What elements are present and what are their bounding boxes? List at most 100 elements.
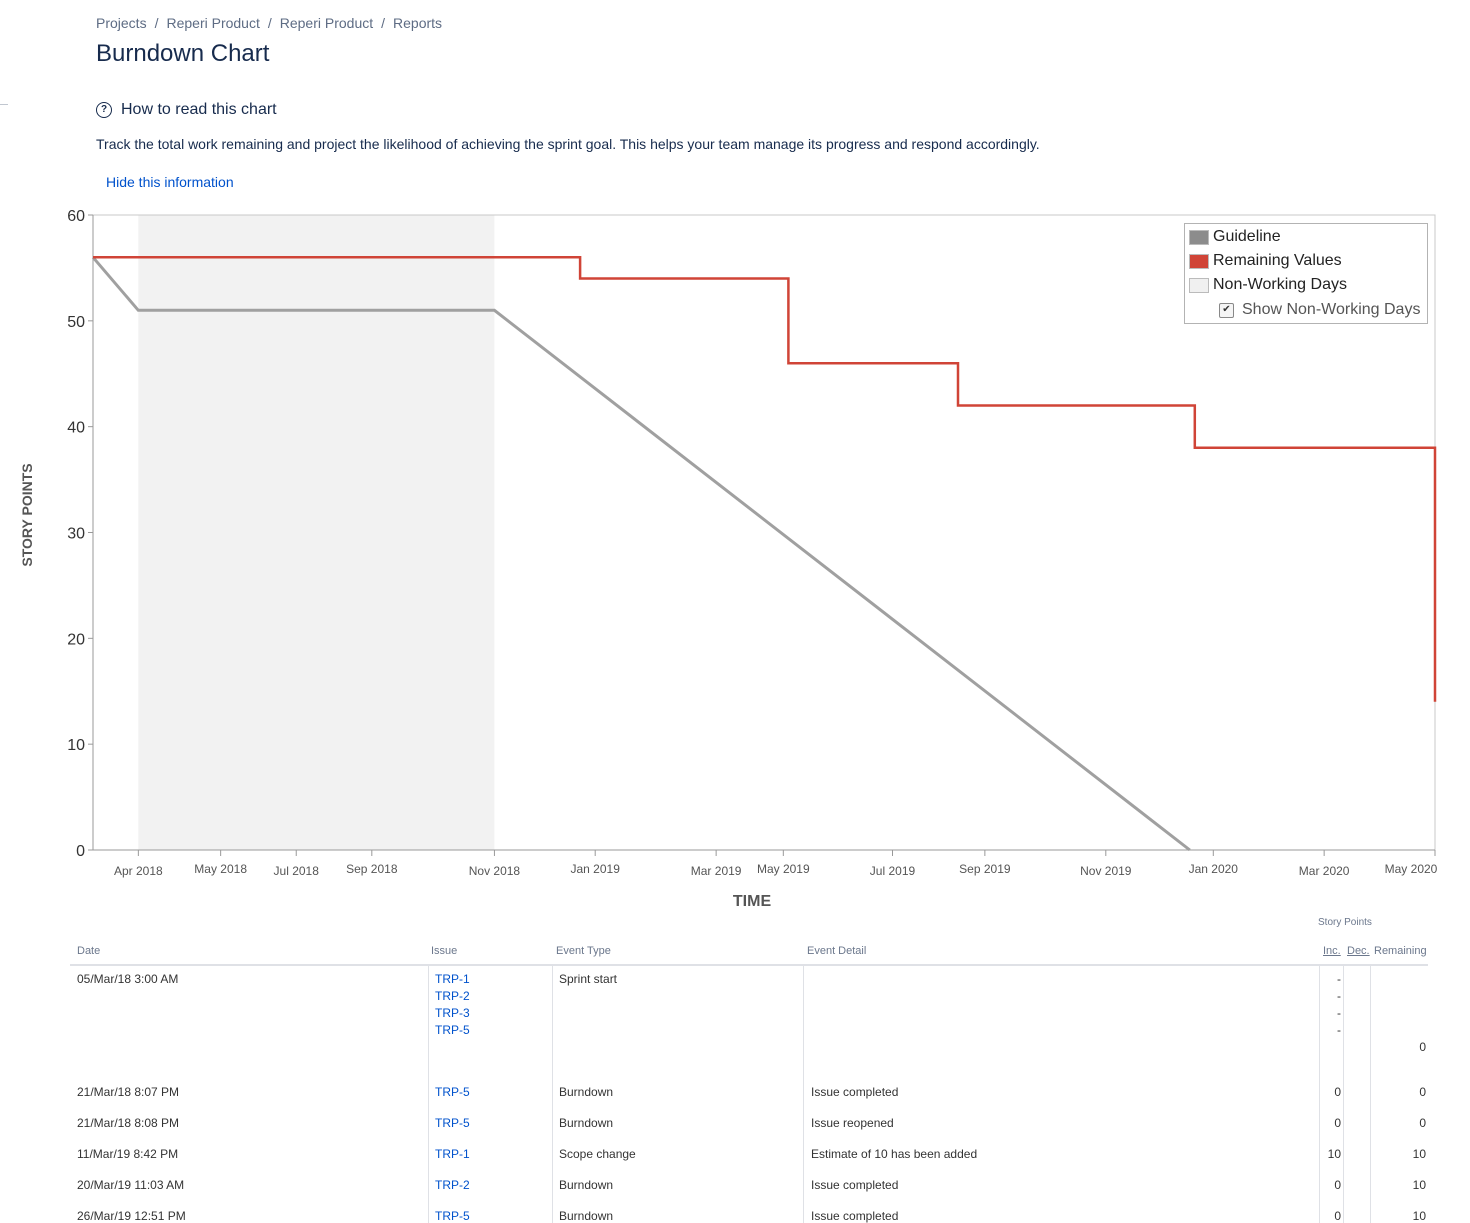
- column-header-dec[interactable]: Dec.: [1347, 945, 1370, 957]
- issue-link[interactable]: TRP-1: [435, 1147, 470, 1161]
- y-tick-label: 40: [67, 420, 85, 437]
- y-tick-label: 10: [67, 737, 85, 754]
- breadcrumb-separator: /: [381, 15, 386, 31]
- event-date: 20/Mar/19 11:03 AM: [77, 1178, 185, 1192]
- column-divider: [1319, 964, 1320, 1223]
- x-tick-label: Jul 2018: [274, 864, 320, 878]
- legend-item-guideline[interactable]: Guideline: [1189, 228, 1281, 246]
- event-date: 26/Mar/19 12:51 PM: [77, 1209, 186, 1223]
- series-line-guideline: [91, 256, 1191, 852]
- event-date: 21/Mar/18 8:08 PM: [77, 1116, 180, 1130]
- event-detail: Issue completed: [811, 1178, 899, 1192]
- help-title: How to read this chart: [121, 101, 277, 118]
- breadcrumb-item-product-board[interactable]: Reperi Product: [279, 15, 374, 31]
- y-tick-label: 20: [67, 631, 85, 648]
- event-detail: Issue reopened: [811, 1116, 894, 1130]
- column-header-remaining[interactable]: Remaining: [1374, 945, 1427, 957]
- x-tick-label: Jan 2020: [1189, 862, 1239, 876]
- x-tick-label: Mar 2020: [1299, 864, 1350, 878]
- event-type: Burndown: [559, 1209, 614, 1223]
- legend-swatch-remaining-values: [1189, 253, 1209, 269]
- issue-link[interactable]: TRP-1: [435, 972, 470, 986]
- increase-value: -: [1337, 989, 1341, 1003]
- increase-value: 0: [1334, 1116, 1341, 1130]
- event-date: 11/Mar/19 8:42 PM: [77, 1147, 179, 1161]
- y-tick-label: 50: [67, 314, 85, 331]
- legend-label: Remaining Values: [1213, 252, 1342, 269]
- chart-legend: Guideline Remaining Values Non-Working D…: [1184, 223, 1428, 324]
- x-tick-label: Apr 2018: [114, 864, 163, 878]
- remaining-value: 0: [1419, 1116, 1426, 1130]
- breadcrumb-item-product[interactable]: Reperi Product: [166, 15, 260, 31]
- event-type: Burndown: [559, 1178, 614, 1192]
- remaining-value: 10: [1412, 1147, 1426, 1161]
- remaining-value: 0: [1419, 1085, 1426, 1099]
- non-working-days-layer: [138, 215, 495, 850]
- show-non-working-days-toggle[interactable]: ✔ Show Non-Working Days: [1219, 301, 1420, 319]
- issue-link[interactable]: TRP-5: [435, 1116, 470, 1130]
- y-tick-label: 30: [67, 526, 85, 543]
- breadcrumb: Projects / Reperi Product / Reperi Produ…: [96, 15, 442, 31]
- non-working-days-band: [138, 215, 495, 850]
- issue-link[interactable]: TRP-5: [435, 1085, 470, 1099]
- remaining-value: 0: [1419, 1040, 1426, 1054]
- legend-item-remaining-values[interactable]: Remaining Values: [1189, 252, 1342, 270]
- breadcrumb-separator: /: [154, 15, 159, 31]
- legend-item-non-working-days[interactable]: Non-Working Days: [1189, 276, 1347, 294]
- column-divider: [428, 964, 429, 1223]
- x-tick-label: Jan 2019: [571, 862, 621, 876]
- x-axis-title: TIME: [733, 893, 772, 910]
- x-tick-label: Nov 2019: [1080, 864, 1132, 878]
- y-tick-label: 60: [67, 208, 85, 225]
- column-divider: [803, 964, 804, 1223]
- axes-layer: [88, 214, 1436, 856]
- checkbox-checked-icon[interactable]: ✔: [1219, 302, 1234, 318]
- x-tick-label: Sep 2018: [346, 862, 398, 876]
- breadcrumb-item-projects[interactable]: Projects: [96, 15, 147, 31]
- increase-value: 0: [1334, 1085, 1341, 1099]
- increase-value: 0: [1334, 1178, 1341, 1192]
- event-type: Burndown: [559, 1085, 614, 1099]
- help-header: ? How to read this chart: [96, 101, 277, 119]
- column-header-issue[interactable]: Issue: [431, 945, 458, 957]
- x-tick-label: May 2018: [194, 862, 247, 876]
- column-header-event-detail[interactable]: Event Detail: [807, 945, 867, 957]
- event-date: 21/Mar/18 8:07 PM: [77, 1085, 180, 1099]
- column-header-event-type[interactable]: Event Type: [556, 945, 611, 957]
- issue-link[interactable]: TRP-3: [435, 1006, 470, 1020]
- x-tick-label: Jul 2019: [870, 864, 916, 878]
- legend-label: Non-Working Days: [1213, 276, 1347, 293]
- column-divider: [552, 964, 553, 1223]
- x-tick-label: Nov 2018: [469, 864, 521, 878]
- issue-link[interactable]: TRP-5: [435, 1023, 470, 1037]
- page-title: Burndown Chart: [96, 40, 270, 67]
- event-detail: Estimate of 10 has been added: [811, 1147, 978, 1161]
- column-header-inc[interactable]: Inc.: [1323, 945, 1341, 957]
- event-type: Sprint start: [559, 972, 618, 986]
- breadcrumb-item-reports[interactable]: Reports: [393, 15, 443, 31]
- y-axis-title: STORY POINTS: [19, 463, 35, 566]
- legend-label: Guideline: [1213, 228, 1281, 245]
- axis-labels-layer: 0 10 20 30 40 50 60 Apr 2018 May 2018 Jul 2018 Sep…: [19, 208, 1438, 910]
- remaining-value: 10: [1412, 1178, 1426, 1192]
- hide-information-link[interactable]: Hide this information: [106, 174, 234, 190]
- increase-value: -: [1337, 1023, 1341, 1037]
- breadcrumb-separator: /: [267, 15, 272, 31]
- table-header: Date Issue Event Type Event Detail Inc. …: [70, 942, 1428, 966]
- column-header-date[interactable]: Date: [77, 945, 101, 957]
- event-detail: Issue completed: [811, 1085, 899, 1099]
- issue-link[interactable]: TRP-5: [435, 1209, 470, 1223]
- x-tick-label: Mar 2019: [691, 864, 742, 878]
- series-line-remaining-values: [93, 256, 1437, 702]
- increase-value: 0: [1334, 1209, 1341, 1223]
- event-type: Scope change: [559, 1147, 636, 1161]
- event-date: 05/Mar/18 3:00 AM: [77, 972, 179, 986]
- story-points-group-header: Story Points: [1318, 917, 1372, 928]
- question-circle-icon: ?: [96, 102, 112, 118]
- burndown-chart: 0 10 20 30 40 50 60 Apr 2018 May 2018 Jul 2018 Sep…: [19, 208, 1438, 910]
- side-divider: [0, 104, 8, 105]
- column-divider: [1370, 964, 1371, 1223]
- remaining-value: 10: [1412, 1209, 1426, 1223]
- issue-link[interactable]: TRP-2: [435, 989, 470, 1003]
- issue-link[interactable]: TRP-2: [435, 1178, 470, 1192]
